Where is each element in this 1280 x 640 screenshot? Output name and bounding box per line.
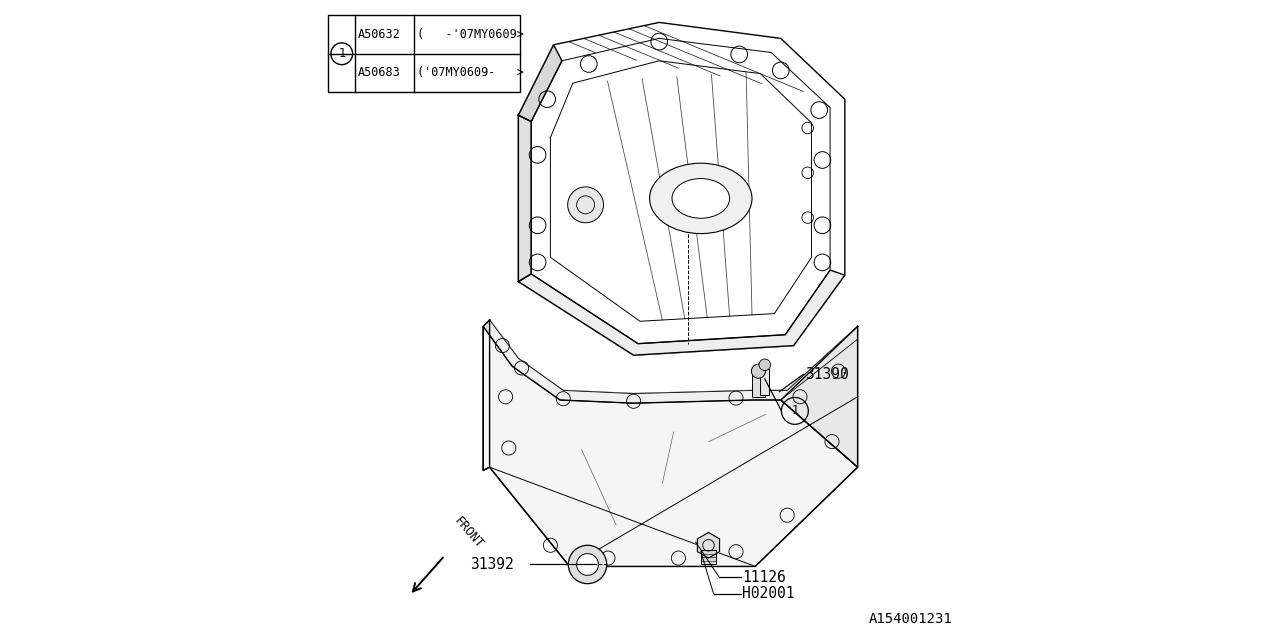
Polygon shape <box>490 320 858 566</box>
Text: (   -'07MY0609>: ( -'07MY0609> <box>417 28 524 41</box>
Text: 31390: 31390 <box>805 367 849 382</box>
Polygon shape <box>781 326 858 467</box>
Circle shape <box>759 359 771 371</box>
Circle shape <box>576 554 599 575</box>
FancyBboxPatch shape <box>701 550 717 564</box>
Text: FRONT: FRONT <box>452 515 485 552</box>
Text: H02001: H02001 <box>742 586 795 602</box>
FancyBboxPatch shape <box>760 369 769 395</box>
Polygon shape <box>484 320 858 403</box>
FancyBboxPatch shape <box>753 368 765 397</box>
Text: A50683: A50683 <box>358 67 401 79</box>
Text: ('07MY0609-   >: ('07MY0609- > <box>417 67 524 79</box>
Polygon shape <box>518 22 845 355</box>
Text: 1: 1 <box>338 47 346 60</box>
Text: 31392: 31392 <box>471 557 515 572</box>
Circle shape <box>568 545 607 584</box>
Polygon shape <box>518 115 531 282</box>
Polygon shape <box>698 532 719 558</box>
Text: A154001231: A154001231 <box>869 612 952 626</box>
Polygon shape <box>518 270 845 355</box>
Ellipse shape <box>649 163 753 234</box>
Ellipse shape <box>672 179 730 218</box>
Circle shape <box>751 364 765 378</box>
Polygon shape <box>518 45 562 122</box>
FancyBboxPatch shape <box>328 15 520 92</box>
Polygon shape <box>484 326 858 566</box>
Circle shape <box>568 187 604 223</box>
Polygon shape <box>484 320 490 470</box>
Text: 1: 1 <box>791 404 799 417</box>
Text: 11126: 11126 <box>742 570 786 585</box>
Text: A50632: A50632 <box>358 28 401 41</box>
